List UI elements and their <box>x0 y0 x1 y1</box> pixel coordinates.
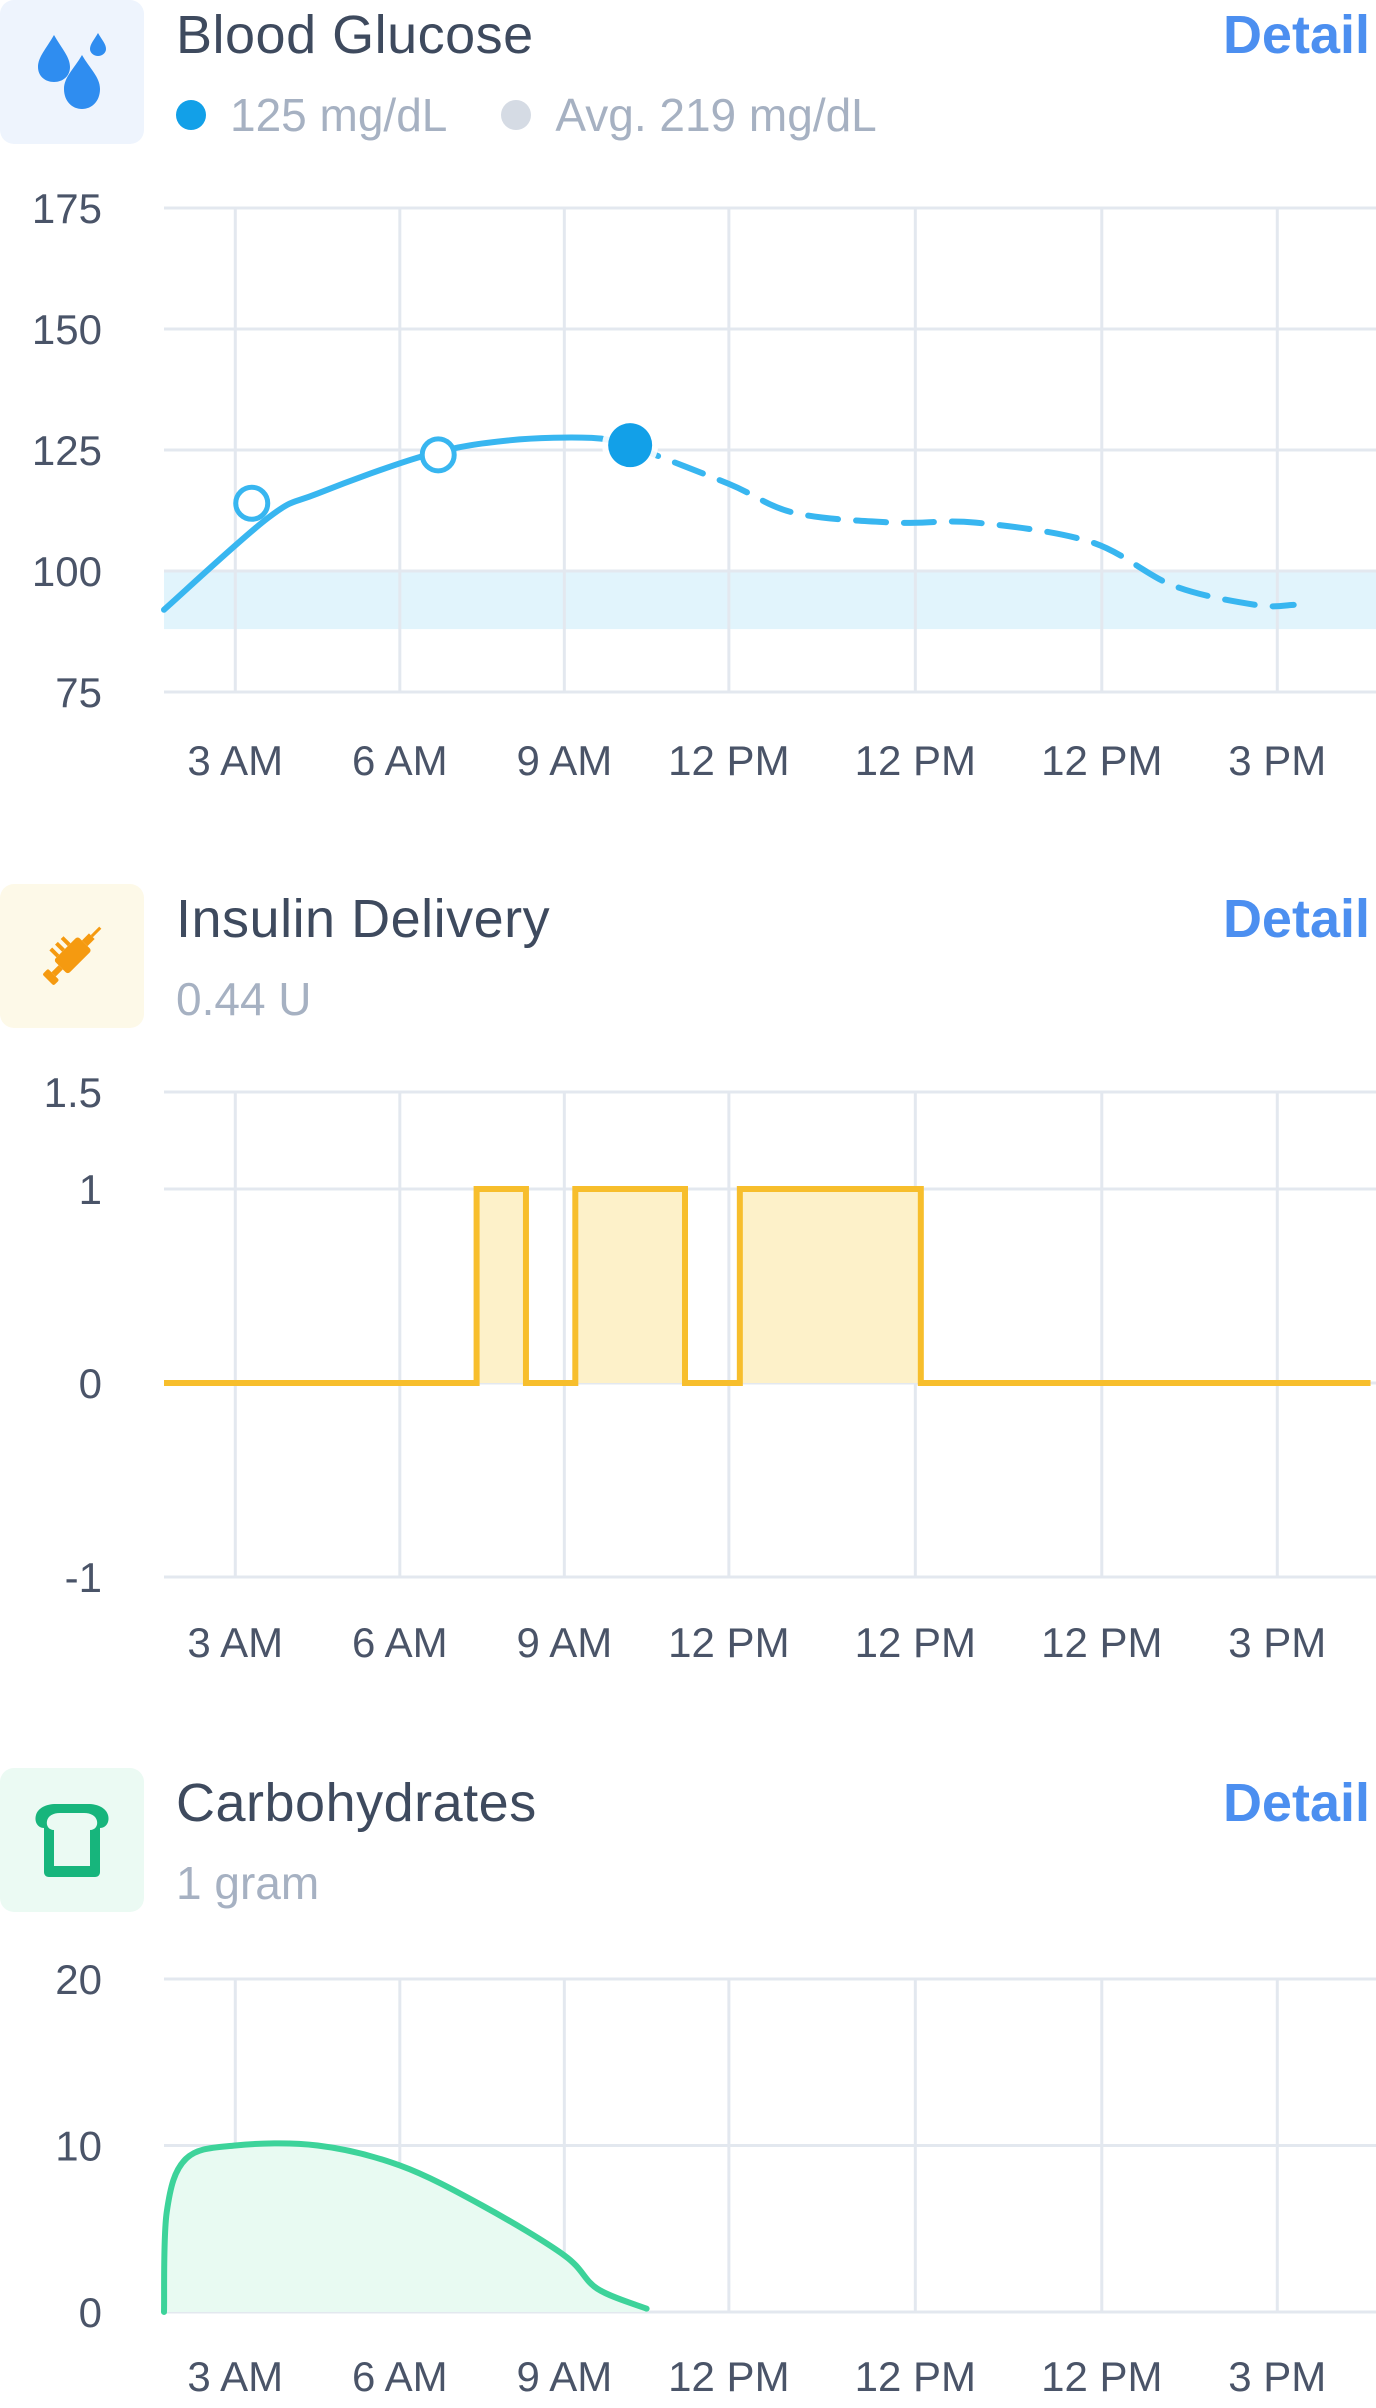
x-tick-label: 12 PM <box>1041 737 1162 784</box>
x-tick-label: 3 AM <box>187 2353 283 2400</box>
insulin-title: Insulin Delivery <box>176 889 551 949</box>
insulin-bolus-fill <box>476 1189 526 1383</box>
carbohydrates-chart: 20 10 0 3 AM 6 AM 9 AM 12 PM 12 PM 12 PM 3 PM <box>55 1956 1376 2400</box>
x-tick-label: 6 AM <box>352 737 448 784</box>
carbs-line <box>161 2140 650 2315</box>
carbs-area-fill <box>164 2143 647 2312</box>
current-glucose-legend-item: 125 mg/dL <box>176 88 447 142</box>
x-tick-label: 12 PM <box>668 737 789 784</box>
glucose-reading-marker[interactable] <box>233 484 271 522</box>
x-tick-label: 12 PM <box>668 2353 789 2400</box>
y-tick-label: 0 <box>79 2289 102 2336</box>
y-tick-label: 175 <box>32 185 102 232</box>
y-tick-label: 75 <box>55 669 102 716</box>
x-tick-label: 12 PM <box>668 1619 789 1666</box>
y-tick-label: 125 <box>32 427 102 474</box>
target-range-band <box>164 571 1376 630</box>
average-glucose-dot <box>501 100 532 130</box>
x-tick-label: 12 PM <box>1041 2353 1162 2400</box>
y-tick-label: 20 <box>55 1956 102 2003</box>
glucose-reading-marker[interactable] <box>419 436 457 474</box>
current-glucose-dot <box>176 100 206 130</box>
x-tick-label: 6 AM <box>352 2353 448 2400</box>
carbohydrates-card: Carbohydrates Detail 1 gram 20 10 0 3 AM 6 A… <box>0 1768 1376 2408</box>
insulin-detail-link[interactable]: Detail <box>1222 889 1370 949</box>
current-glucose-marker[interactable] <box>608 423 653 468</box>
insulin-value: 0.44 U <box>176 973 312 1025</box>
bread-icon <box>35 1804 109 1877</box>
current-glucose-value: 125 mg/dL <box>230 89 448 141</box>
insulin-delivery-card: Insulin Delivery Detail 0.44 U 1.5 1 0 -1 3 … <box>0 884 1376 1684</box>
insulin-bolus-fill <box>575 1189 685 1383</box>
x-tick-label: 9 AM <box>516 1619 612 1666</box>
insulin-delivery-line <box>164 1186 1371 1386</box>
carbs-value: 1 gram <box>176 1857 320 1909</box>
blood-glucose-title: Blood Glucose <box>176 5 534 65</box>
x-tick-label: 9 AM <box>516 2353 612 2400</box>
x-tick-label: 12 PM <box>1041 1619 1162 1666</box>
glucose-history-line <box>161 434 634 613</box>
insulin-icon-tile <box>0 884 144 1028</box>
water-drops-icon <box>38 33 106 109</box>
y-tick-label: 1 <box>79 1166 102 1213</box>
glucose-forecast-line <box>627 442 1297 610</box>
x-tick-label: 3 PM <box>1228 737 1326 784</box>
x-tick-label: 3 PM <box>1228 2353 1326 2400</box>
syringe-icon <box>43 926 102 985</box>
average-glucose-legend-item: Avg. 219 mg/dL <box>501 88 877 142</box>
y-tick-label: 100 <box>32 548 102 595</box>
carbs-title: Carbohydrates <box>176 1773 537 1833</box>
carbs-detail-link[interactable]: Detail <box>1222 1773 1370 1833</box>
x-tick-label: 3 AM <box>187 1619 283 1666</box>
y-tick-label: 0 <box>79 1360 102 1407</box>
y-tick-label: 1.5 <box>44 1069 102 1116</box>
x-tick-label: 12 PM <box>855 2353 976 2400</box>
average-glucose-value: Avg. 219 mg/dL <box>555 89 877 141</box>
x-tick-label: 12 PM <box>855 737 976 784</box>
insulin-bolus-fill <box>739 1189 921 1383</box>
blood-glucose-legend: 125 mg/dL Avg. 219 mg/dL <box>176 88 931 142</box>
x-tick-label: 3 AM <box>187 737 283 784</box>
x-tick-label: 9 AM <box>516 737 612 784</box>
y-tick-label: 10 <box>55 2123 102 2170</box>
x-tick-label: 3 PM <box>1228 1619 1326 1666</box>
y-tick-label: 150 <box>32 306 102 353</box>
y-tick-label: -1 <box>65 1554 102 1601</box>
insulin-delivery-chart: 1.5 1 0 -1 3 AM 6 AM 9 AM 12 PM 12 PM 12 PM 3 PM <box>44 1069 1376 1666</box>
blood-glucose-card: Blood Glucose Detail 125 mg/dL Avg. 219 … <box>0 0 1376 820</box>
x-tick-label: 6 AM <box>352 1619 448 1666</box>
carbs-icon-tile <box>0 1768 144 1912</box>
blood-glucose-chart: 175 150 125 100 75 3 AM 6 AM 9 AM 12 PM 12 PM 12 P… <box>32 185 1376 784</box>
blood-glucose-detail-link[interactable]: Detail <box>1222 5 1370 65</box>
x-tick-label: 12 PM <box>855 1619 976 1666</box>
blood-glucose-icon-tile <box>0 0 144 144</box>
